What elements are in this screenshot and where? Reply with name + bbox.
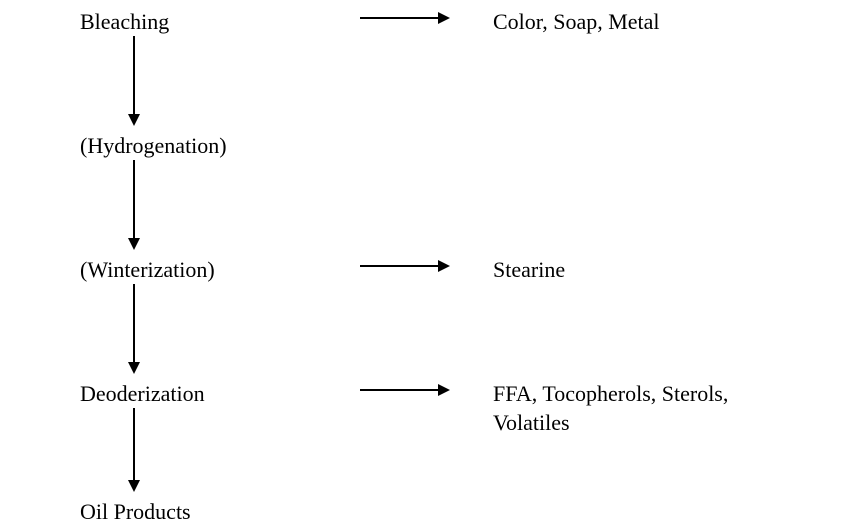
node-bleaching: Bleaching [80,8,169,37]
node-out-bleaching: Color, Soap, Metal [493,8,660,37]
node-out-deoderization: FFA, Tocopherols, Sterols, Volatiles [493,380,728,437]
arrow-right-icon [360,260,450,272]
arrow-down-icon [128,284,140,374]
node-out-winterization: Stearine [493,256,565,285]
node-winterization: (Winterization) [80,256,215,285]
node-hydrogenation: (Hydrogenation) [80,132,227,161]
arrow-right-icon [360,12,450,24]
node-oil-products: Oil Products [80,498,191,527]
node-deoderization: Deoderization [80,380,205,409]
arrow-right-icon [360,384,450,396]
arrow-down-icon [128,408,140,492]
arrow-down-icon [128,160,140,250]
arrow-down-icon [128,36,140,126]
